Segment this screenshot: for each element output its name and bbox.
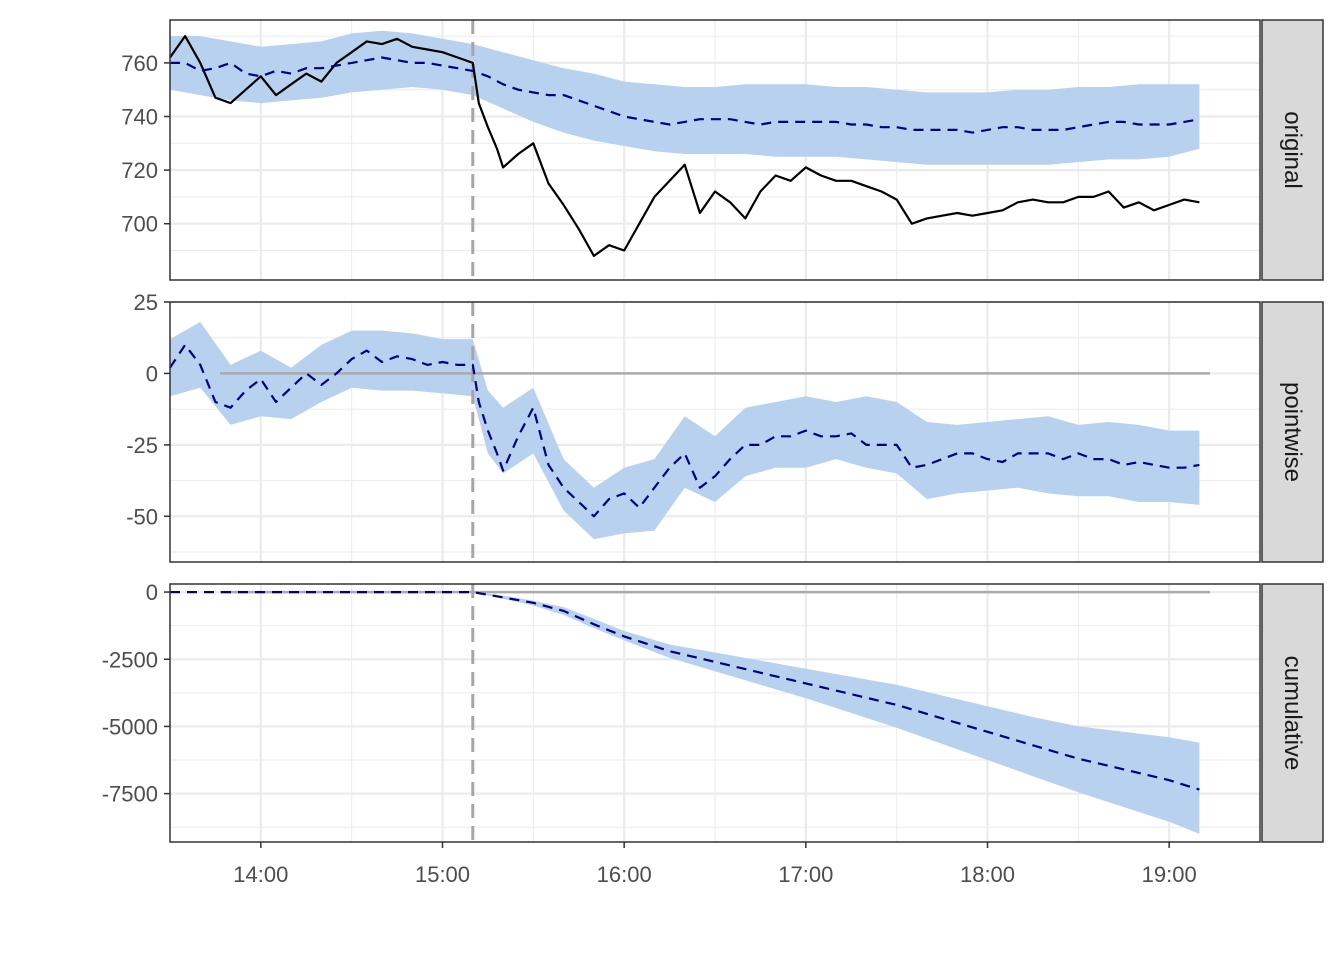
predicted-series-line [170, 590, 1200, 791]
y-tick-label: 0 [146, 580, 158, 605]
y-tick-label: -5000 [102, 714, 158, 739]
facet-strip-label: pointwise [1279, 382, 1306, 482]
facet-strip-label: cumulative [1279, 656, 1306, 771]
y-tick-label: -25 [126, 433, 158, 458]
x-tick-label: 15:00 [415, 862, 470, 887]
confidence-band [170, 322, 1200, 540]
panel-frame-layer [169, 19, 1261, 843]
facet-strip [1261, 583, 1324, 843]
facet-strip [1261, 301, 1324, 563]
x-tick-label: 17:00 [778, 862, 833, 887]
y-tick-label: -2500 [102, 647, 158, 672]
x-tick-label: 14:00 [233, 862, 288, 887]
series-layer [169, 34, 1200, 791]
panel-border [169, 301, 1261, 563]
x-tick-label: 19:00 [1142, 862, 1197, 887]
y-tick-label: -50 [126, 504, 158, 529]
reference-line-layer [220, 20, 1210, 842]
facet-strip-label: original [1279, 111, 1306, 188]
band-layer [170, 30, 1200, 834]
tick-layer: 700 720 740 760 -50 -25 0 25 -7500 -5000 -2500 0 14:… [102, 51, 1197, 887]
x-tick-label: 16:00 [597, 862, 652, 887]
y-tick-label: 25 [134, 290, 158, 315]
y-tick-label: 0 [146, 361, 158, 386]
confidence-band [170, 592, 1200, 834]
y-tick-label: 720 [121, 158, 158, 183]
observed-series-line [169, 34, 1200, 257]
panel-border [169, 583, 1261, 843]
y-tick-label: -7500 [102, 782, 158, 807]
facet-strip [1261, 19, 1324, 281]
y-tick-label: 700 [121, 212, 158, 237]
predicted-series-line [170, 56, 1200, 134]
panel-border [169, 19, 1261, 281]
y-tick-label: 740 [121, 104, 158, 129]
strip-layer: original pointwise cumulative [1261, 19, 1324, 843]
confidence-band [170, 30, 1200, 165]
y-tick-label: 760 [121, 51, 158, 76]
x-tick-label: 18:00 [960, 862, 1015, 887]
